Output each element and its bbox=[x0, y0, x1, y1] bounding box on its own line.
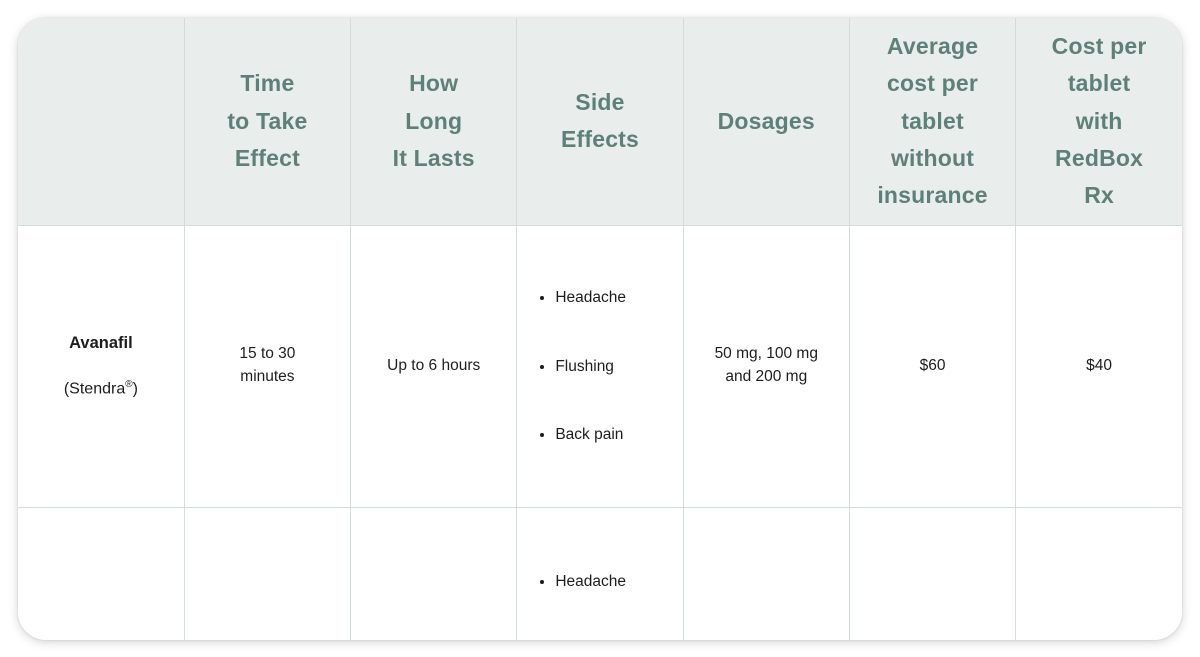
drug-cell-vardenafil: Vardenafil (Levitra®) bbox=[18, 506, 185, 640]
drug-brand-name: (Stendra®) bbox=[63, 378, 138, 398]
time-to-take-effect-cell: 60 minutes bbox=[183, 506, 352, 640]
side-effect-item: Headache bbox=[555, 570, 645, 593]
time-to-take-effect-cell: 15 to 30 minutes bbox=[183, 224, 352, 508]
how-long-it-lasts-cell: Up to 6 hours bbox=[350, 224, 518, 508]
side-effect-item: Back pain bbox=[555, 423, 645, 446]
column-header-drug bbox=[18, 18, 185, 226]
avg-cost-cell: $60 bbox=[848, 224, 1017, 508]
redbox-cost-cell: $40 bbox=[1015, 224, 1182, 508]
drug-cell-avanafil: Avanafil (Stendra®) bbox=[18, 224, 185, 508]
side-effect-item: Flushing bbox=[555, 355, 645, 378]
table-header: Time to Take Effect How Long It Lasts Si… bbox=[18, 18, 1182, 226]
column-header-avg-cost-without-insurance: Average cost per tablet without insuranc… bbox=[848, 18, 1017, 226]
column-header-cost-with-redbox-rx: Cost per tablet with RedBox Rx bbox=[1015, 18, 1182, 226]
header-row: Time to Take Effect How Long It Lasts Si… bbox=[18, 18, 1182, 226]
column-header-time-to-take-effect: Time to Take Effect bbox=[183, 18, 352, 226]
drug-name: Avanafil bbox=[69, 333, 133, 352]
how-long-it-lasts-cell: 5 to 7 hours bbox=[350, 506, 518, 640]
avg-cost-cell: $15 bbox=[848, 506, 1017, 640]
column-header-dosages: Dosages bbox=[682, 18, 850, 226]
dosages-cell: 50 mg, 100 mg and 200 mg bbox=[682, 224, 850, 508]
table-row-avanafil: Avanafil (Stendra®) 15 to 30 minutes Up … bbox=[18, 224, 1182, 508]
table-row-vardenafil: Vardenafil (Levitra®) 60 minutes 5 to 7 … bbox=[18, 506, 1182, 640]
dosages-cell: 5 mg, 10 mg and 20 mg bbox=[682, 506, 850, 640]
side-effects-cell: Headache Upset stomach Heartburn Flushin… bbox=[516, 506, 684, 640]
side-effect-item: Headache bbox=[555, 286, 645, 309]
column-header-how-long-it-lasts: How Long It Lasts bbox=[350, 18, 518, 226]
medication-comparison-card: Time to Take Effect How Long It Lasts Si… bbox=[18, 18, 1182, 640]
column-header-side-effects: Side Effects bbox=[516, 18, 684, 226]
medication-comparison-table: Time to Take Effect How Long It Lasts Si… bbox=[18, 18, 1182, 640]
side-effects-list: Headache Flushing Back pain bbox=[525, 252, 674, 480]
redbox-cost-cell: $3 bbox=[1015, 506, 1182, 640]
side-effects-list: Headache Upset stomach Heartburn Flushin… bbox=[525, 535, 674, 640]
side-effects-cell: Headache Flushing Back pain bbox=[516, 224, 684, 508]
